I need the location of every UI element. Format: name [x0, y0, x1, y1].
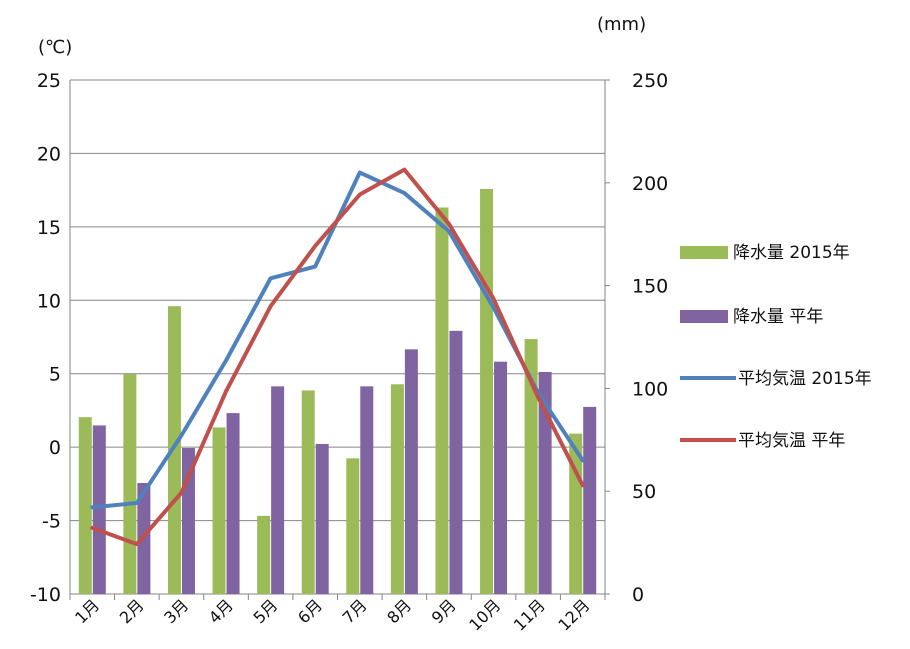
category-label: 3月	[160, 595, 192, 627]
legend-swatch	[680, 310, 728, 323]
bar-precip-2015	[212, 427, 226, 594]
right-tick-label: 150	[632, 276, 668, 298]
bar-precip-normal	[315, 443, 329, 594]
left-axis-unit: (℃)	[38, 37, 72, 58]
bar-precip-2015	[435, 207, 449, 595]
category-label: 7月	[339, 595, 371, 627]
bar-precip-normal	[271, 386, 285, 594]
left-tick-label: -10	[30, 584, 61, 606]
right-tick-label: 200	[632, 173, 668, 195]
legend-label: 平均気温 平年	[738, 431, 845, 451]
bar-precip-normal	[360, 386, 374, 594]
left-tick-label: 15	[37, 217, 61, 239]
bar-precip-normal	[404, 349, 418, 594]
bar-precip-normal	[538, 371, 552, 594]
bar-precip-normal	[449, 330, 463, 594]
legend-label: 降水量 平年	[733, 307, 823, 327]
category-label: 1月	[71, 595, 103, 627]
category-label: 4月	[205, 595, 237, 627]
legend-swatch	[680, 246, 728, 259]
right-tick-label: 250	[632, 70, 668, 92]
bar-precip-2015	[346, 458, 360, 594]
bar-precip-2015	[480, 188, 494, 594]
right-tick-label: 100	[632, 378, 668, 400]
category-label: 5月	[250, 595, 282, 627]
bar-precip-normal	[92, 425, 106, 594]
right-axis-unit: (mm)	[597, 14, 646, 35]
category-label: 6月	[294, 595, 326, 627]
bars	[78, 188, 597, 595]
bar-precip-normal	[494, 361, 508, 594]
category-label: 10月	[465, 595, 504, 634]
right-tick-label: 50	[632, 481, 656, 503]
category-label: 8月	[383, 595, 415, 627]
left-tick-label: 5	[49, 364, 61, 386]
bar-precip-2015	[301, 390, 315, 594]
left-tick-label: 10	[37, 290, 61, 312]
category-label: 2月	[116, 595, 148, 627]
bar-precip-normal	[583, 406, 597, 594]
bar-precip-2015	[167, 306, 181, 594]
left-tick-label: 25	[37, 70, 61, 92]
left-tick-label: -5	[42, 511, 61, 533]
series-line-temp-normal	[90, 167, 585, 547]
category-label: 11月	[510, 595, 549, 634]
category-label: 9月	[428, 595, 460, 627]
category-label: 12月	[554, 595, 593, 634]
legend-label: 降水量 2015年	[733, 243, 850, 263]
right-tick-label: 0	[632, 584, 644, 606]
left-tick-label: 0	[49, 437, 61, 459]
bar-precip-normal	[226, 413, 240, 594]
bar-precip-2015	[78, 417, 92, 594]
bar-precip-2015	[257, 515, 271, 594]
bar-precip-2015	[123, 374, 137, 594]
lines	[90, 167, 585, 547]
left-tick-label: 20	[37, 143, 61, 165]
bar-precip-2015	[524, 339, 538, 594]
bar-precip-2015	[390, 384, 404, 594]
legend-label: 平均気温 2015年	[738, 369, 872, 389]
